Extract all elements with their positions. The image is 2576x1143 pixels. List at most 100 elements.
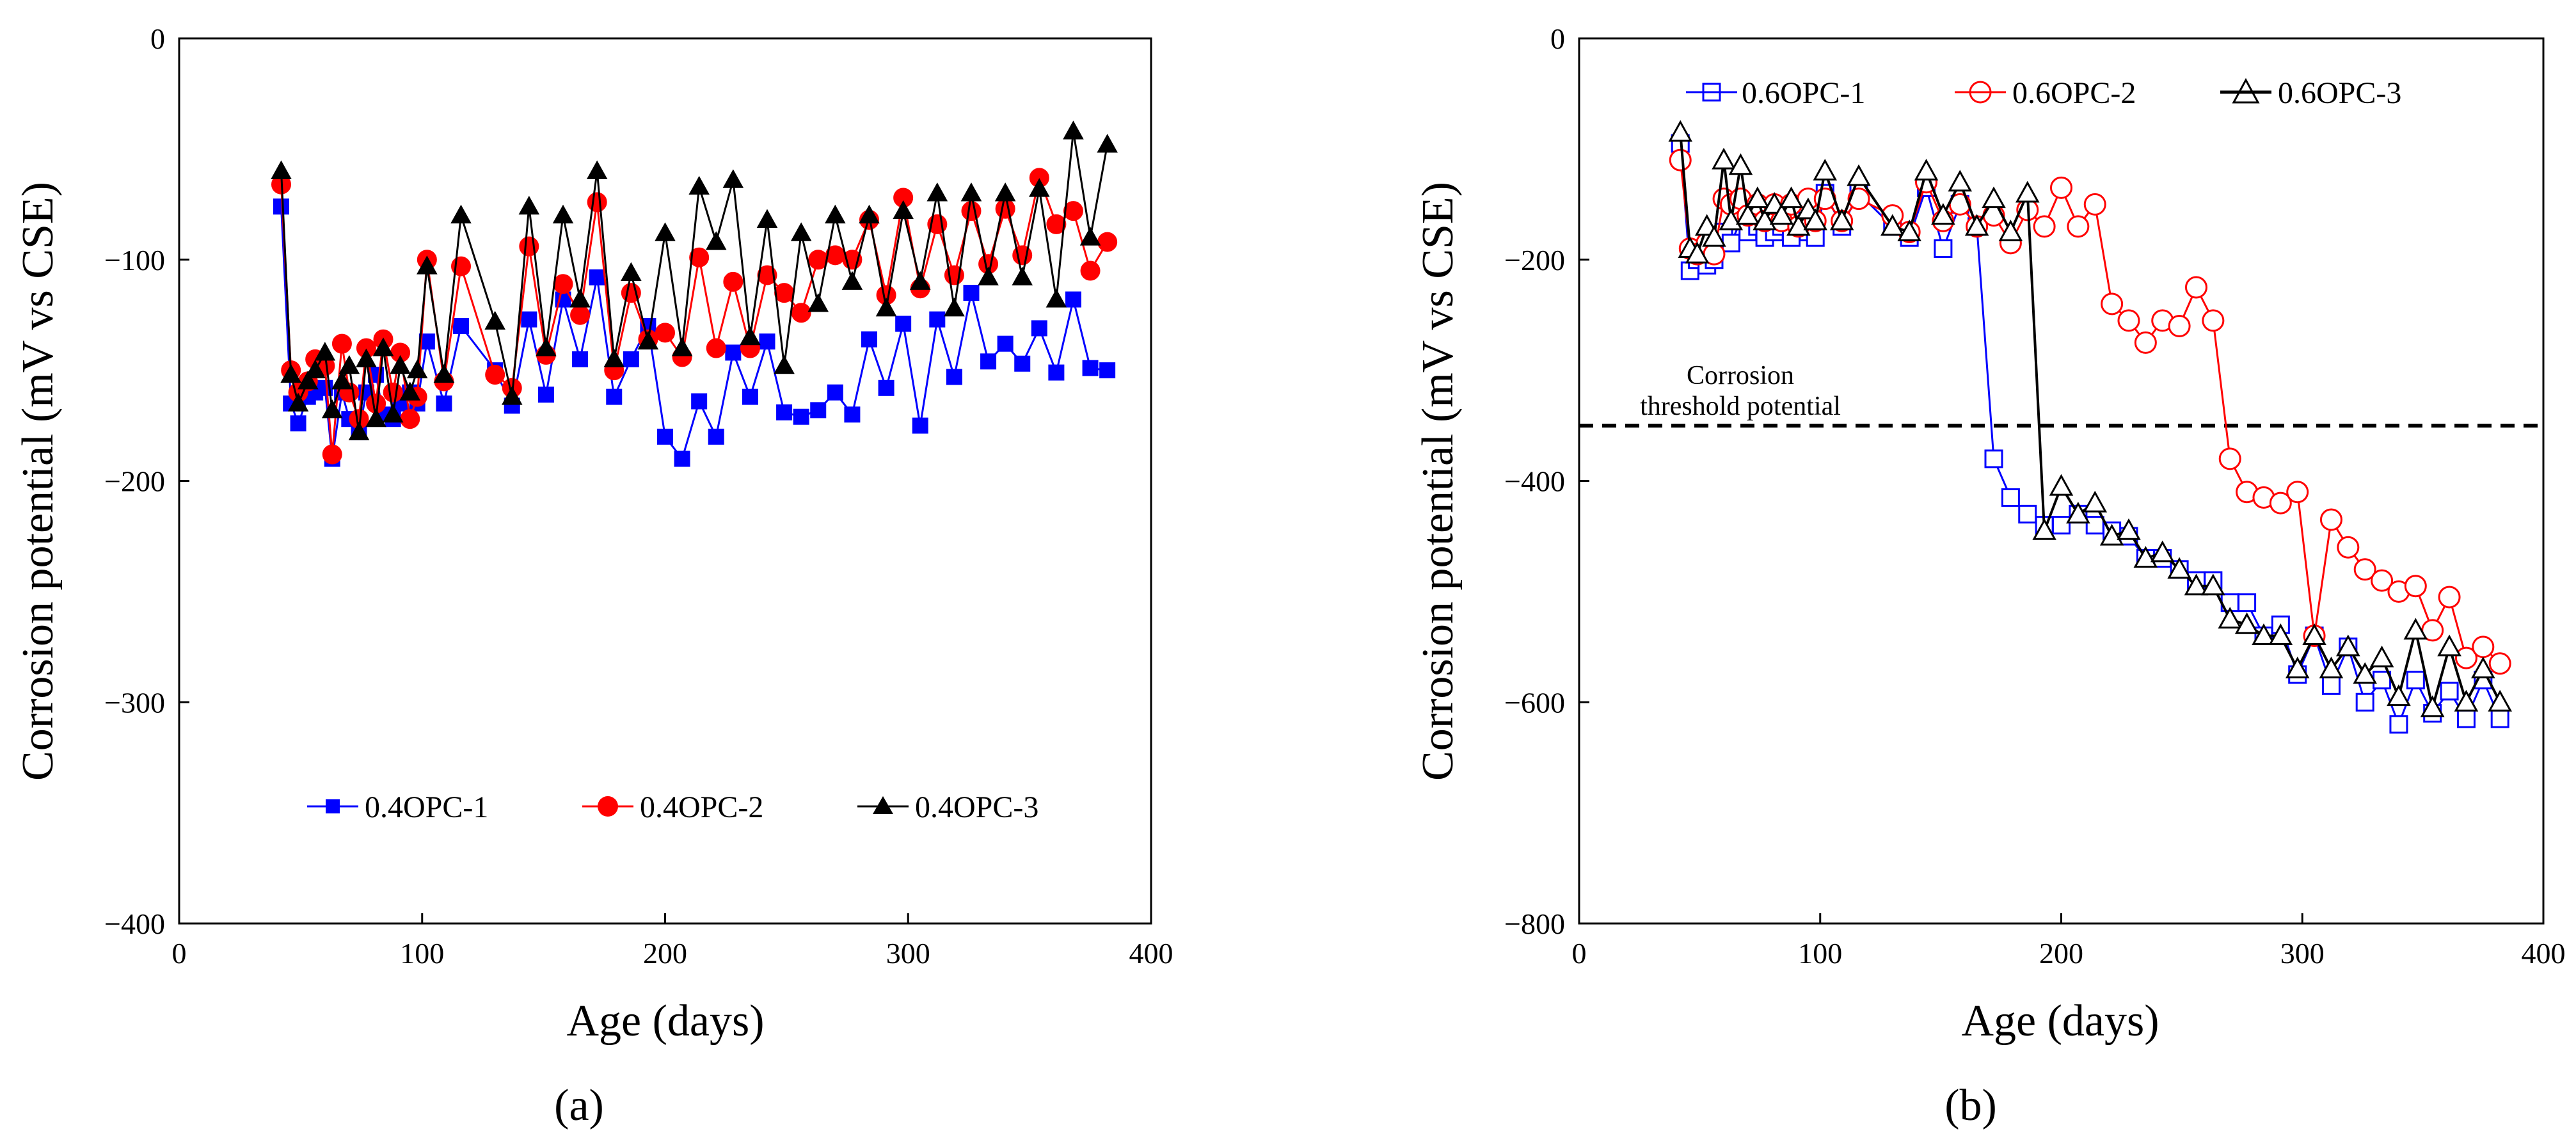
data-point-0.4OPC-3: [807, 293, 829, 312]
y-tick-label: −200: [1504, 244, 1565, 276]
data-point-0.6OPC-3: [1728, 153, 1753, 175]
data-point-0.6OPC-1: [2490, 709, 2509, 728]
data-point-0.4OPC-2: [1080, 260, 1101, 281]
y-tick-labels-a: 0 −100 −200 −300 −400: [104, 22, 165, 940]
data-point-0.6OPC-3: [2336, 634, 2360, 657]
data-point-0.4OPC-1: [929, 311, 946, 328]
x-axis-title-b: Age (days): [1961, 996, 2159, 1046]
data-point-0.6OPC-3: [2319, 657, 2344, 678]
x-tick-label: 100: [400, 937, 444, 970]
panel-label-a: (a): [554, 1081, 604, 1130]
data-point-0.4OPC-3: [569, 289, 591, 308]
data-point-0.6OPC-3: [1914, 159, 1939, 180]
data-point-0.4OPC-1: [878, 380, 894, 396]
data-point-0.6OPC-3: [1745, 186, 1770, 209]
data-point-0.6OPC-2: [2353, 558, 2376, 581]
data-point-0.6OPC-1: [2406, 671, 2425, 690]
data-point-0.4OPC-1: [453, 317, 470, 334]
data-point-0.4OPC-3: [552, 204, 574, 224]
data-point-0.6OPC-2: [2168, 314, 2191, 337]
data-point-0.4OPC-3: [944, 297, 965, 317]
data-point-0.6OPC-2: [2134, 331, 2157, 354]
x-tick-labels-b: 0 100 200 300 400: [1572, 937, 2566, 970]
data-point-0.4OPC-1: [290, 415, 306, 432]
tick-marks-b: [1578, 37, 2545, 925]
data-point-0.4OPC-1: [436, 395, 452, 412]
data-point-0.6OPC-2: [2438, 586, 2461, 609]
data-point-0.4OPC-1: [844, 406, 861, 423]
data-point-0.6OPC-3: [2234, 612, 2259, 634]
data-point-0.4OPC-3: [790, 222, 812, 241]
data-point-0.4OPC-2: [400, 409, 420, 429]
data-point-0.4OPC-1: [537, 387, 554, 403]
data-point-0.4OPC-3: [994, 182, 1016, 202]
svg-text:0.6OPC-2: 0.6OPC-2: [2012, 76, 2136, 110]
data-point-0.6OPC-3: [2167, 557, 2191, 579]
panel-label-b: (b): [1944, 1081, 1997, 1130]
data-point-0.6OPC-2: [2286, 481, 2309, 504]
data-point-0.6OPC-3: [1982, 186, 2006, 209]
data-point-0.6OPC-3: [1998, 220, 2023, 242]
data-point-0.6OPC-2: [2454, 646, 2477, 669]
data-point-0.4OPC-3: [338, 355, 360, 374]
data-point-0.6OPC-3: [2015, 180, 2040, 203]
data-point-0.6OPC-1: [2238, 593, 2257, 612]
tick-marks-a: [178, 37, 1152, 925]
data-point-0.6OPC-2: [2101, 292, 2124, 316]
data-point-0.4OPC-1: [742, 388, 758, 405]
data-point-0.6OPC-2: [2067, 215, 2090, 238]
data-point-0.4OPC-1: [1099, 362, 1116, 379]
x-tick-label: 400: [1129, 937, 1173, 970]
legend-entry-0.4OPC-3: 0.4OPC-3: [857, 790, 1038, 824]
data-point-0.4OPC-3: [450, 204, 472, 224]
data-point-0.4OPC-2: [655, 323, 675, 343]
y-tick-labels-b: 0 −200 −400 −600 −800: [1504, 22, 1565, 940]
data-point-0.4OPC-3: [518, 195, 540, 215]
data-point-0.6OPC-2: [2050, 176, 2072, 199]
data-point-0.6OPC-3: [1735, 203, 1760, 225]
data-point-0.4OPC-3: [1063, 120, 1084, 140]
legend-entry-0.6OPC-2: 0.6OPC-2: [1955, 76, 2136, 110]
data-point-0.4OPC-2: [723, 271, 743, 292]
data-point-0.4OPC-1: [793, 408, 809, 425]
y-tick-label: −400: [104, 907, 165, 940]
data-point-0.4OPC-3: [484, 310, 505, 330]
data-point-0.4OPC-3: [399, 381, 421, 401]
data-point-0.6OPC-3: [2471, 657, 2495, 678]
data-point-0.6OPC-3: [1964, 214, 1989, 236]
y-axis-title-a: Corrosion potential (mV vs CSE): [13, 182, 63, 781]
data-point-0.4OPC-1: [1048, 364, 1065, 381]
data-point-0.4OPC-3: [774, 355, 795, 374]
data-point-0.4OPC-2: [331, 333, 352, 354]
data-point-0.6OPC-3: [2268, 623, 2293, 646]
data-point-0.4OPC-3: [280, 364, 301, 383]
y-tick-label: −300: [104, 686, 165, 719]
data-point-0.4OPC-1: [1082, 360, 1099, 376]
data-point-0.4OPC-2: [774, 283, 795, 303]
series-0.6OPC-3: [1668, 120, 2512, 717]
data-point-0.4OPC-1: [674, 451, 690, 467]
data-point-0.4OPC-3: [1079, 227, 1101, 246]
data-point-0.6OPC-3: [2150, 540, 2175, 563]
y-tick-label: 0: [150, 22, 165, 55]
threshold-label-line2: threshold potential: [1640, 392, 1841, 421]
data-point-0.6OPC-2: [2033, 215, 2056, 238]
data-point-0.6OPC-3: [2285, 657, 2310, 678]
data-point-0.4OPC-3: [875, 297, 897, 317]
data-point-0.4OPC-3: [314, 342, 336, 361]
data-point-0.4OPC-3: [655, 222, 676, 241]
x-tick-label: 200: [643, 937, 687, 970]
data-point-0.4OPC-1: [1014, 355, 1031, 372]
data-point-0.6OPC-1: [1721, 234, 1740, 253]
data-point-0.4OPC-1: [708, 428, 724, 445]
data-point-0.4OPC-1: [623, 351, 639, 367]
data-point-0.6OPC-2: [2269, 492, 2292, 515]
x-tick-label: 100: [1798, 937, 1842, 970]
data-point-0.6OPC-3: [1779, 186, 1804, 209]
data-point-0.6OPC-3: [2403, 618, 2428, 640]
data-point-0.6OPC-2: [2083, 193, 2106, 216]
x-tick-label: 0: [1572, 937, 1587, 970]
data-point-0.4OPC-1: [606, 388, 623, 405]
data-point-0.6OPC-1: [2440, 682, 2459, 701]
data-point-0.4OPC-3: [331, 371, 353, 390]
